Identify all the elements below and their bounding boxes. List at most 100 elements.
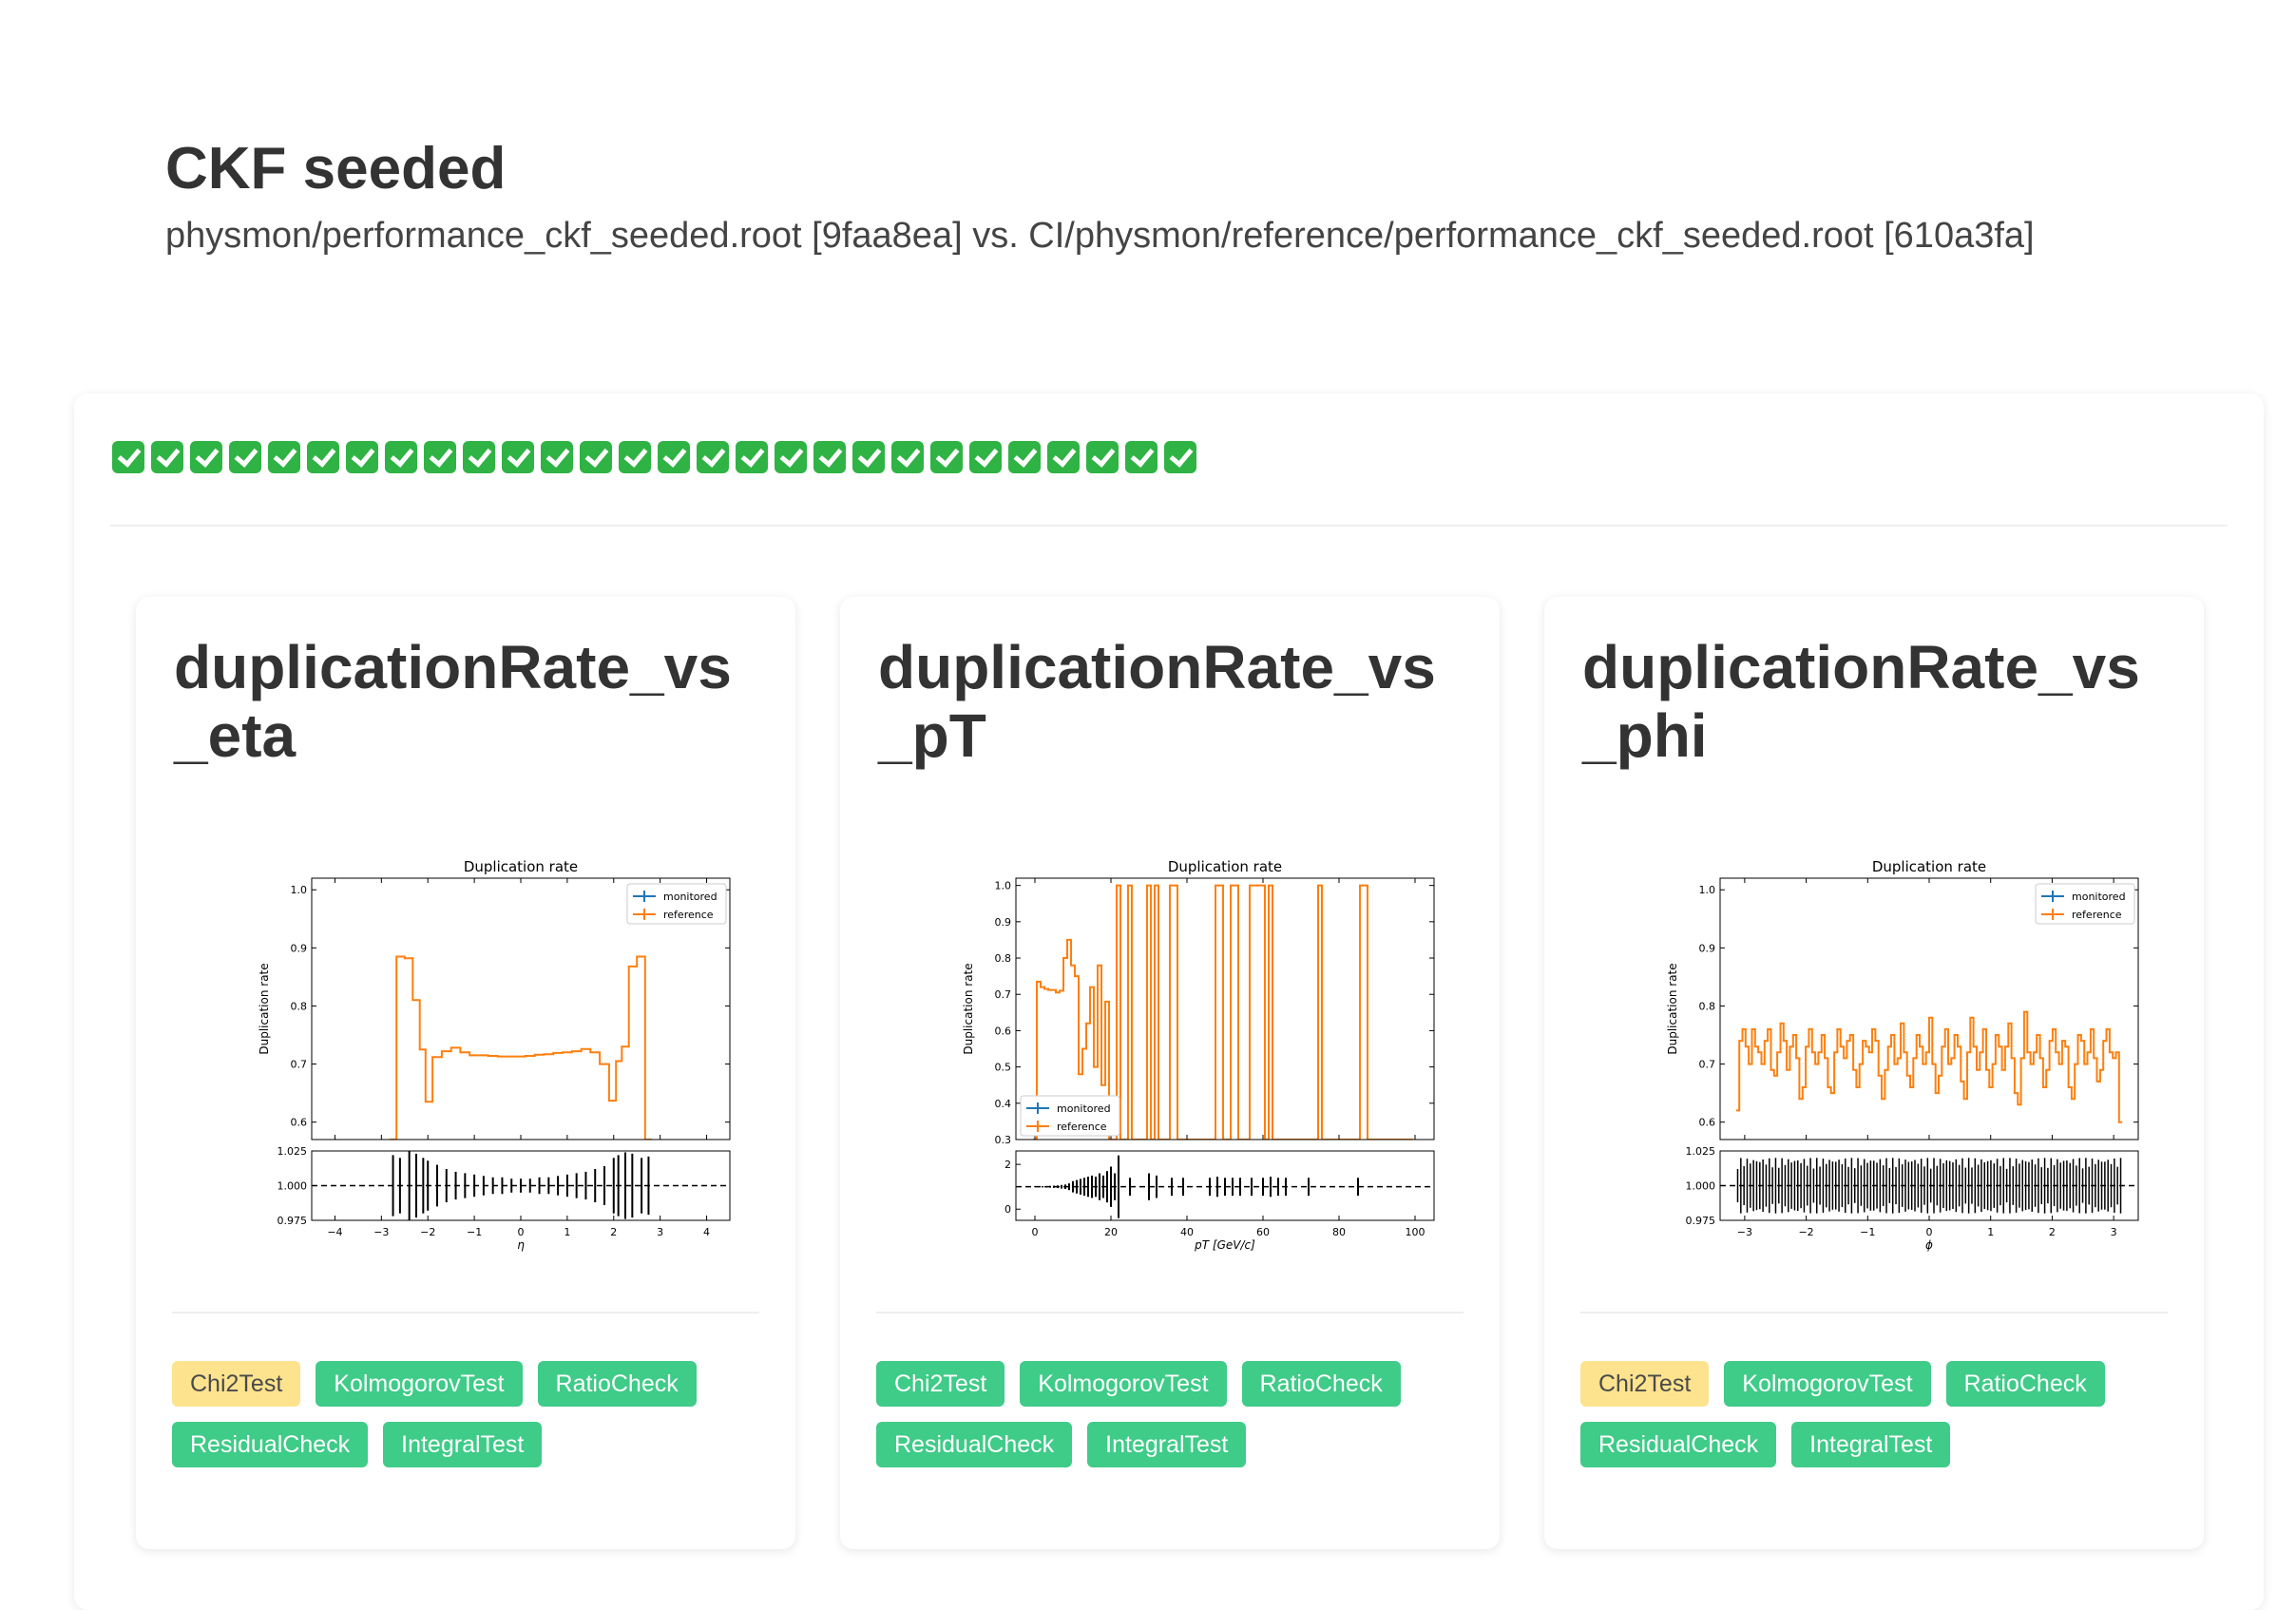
plot-card-pt: duplicationRate_vs_pT Duplication rate Du… [840,597,1500,1549]
legend-label: reference [2072,909,2122,921]
check-mark-button-icon [619,441,651,473]
x-axis-label: η [517,1238,525,1252]
ratio-frame [1015,1150,1435,1221]
y-tick-label: 1.0 [995,880,1012,892]
y-tick-label: 0.5 [995,1062,1012,1074]
x-tick-label: 0 [1926,1226,1933,1238]
check-mark-button-icon [852,441,885,473]
x-tick-label: −4 [327,1226,342,1238]
y-tick-label: 0.9 [291,942,308,954]
chart-svg: Duplication rate Duplication rate ϕ 0.6 0.7 0… [1666,858,2139,1252]
x-tick-label: 2 [610,1226,617,1238]
y-tick-label: 0.7 [1699,1059,1716,1071]
y-tick-label: 0.9 [1699,942,1716,954]
check-mark-button-icon [268,441,300,473]
check-mark-button-icon [813,441,846,473]
check-mark-button-icon [190,441,222,473]
tag-integraltest[interactable]: IntegralTest [1087,1422,1247,1467]
chart-svg: Duplication rate Duplication rate η 0.6 0.7 0… [258,858,731,1252]
tag-chi2test[interactable]: Chi2Test [172,1361,301,1407]
tag-residualcheck[interactable]: ResidualCheck [1580,1422,1777,1467]
chart-svg: Duplication rate Duplication rate pT [GeV/… [962,858,1435,1252]
reference-line [389,955,653,1140]
card-divider [172,1312,759,1313]
reference-series [1735,1010,2123,1123]
y-tick-label: 0.3 [995,1134,1012,1146]
check-mark-button-icon [346,441,378,473]
card-divider [1580,1312,2168,1313]
ratio-tick-label: 1.025 [1686,1145,1716,1158]
x-tick-label: −1 [467,1226,482,1238]
status-check-row [112,441,1196,473]
chart-title: Duplication rate [464,858,578,875]
check-mark-button-icon [697,441,729,473]
tag-chi2test[interactable]: Chi2Test [876,1361,1005,1407]
x-tick-label: −3 [1737,1226,1752,1238]
x-tick-label: 1 [1987,1226,1994,1238]
tag-ratiocheck[interactable]: RatioCheck [1241,1361,1401,1407]
test-tags: Chi2Test KolmogorovTest RatioCheck Resid… [1580,1361,2179,1467]
chart-title: Duplication rate [1872,858,1986,875]
y-tick-label: 1.0 [291,884,308,896]
ratio-tick-label: 1.000 [1686,1180,1716,1193]
card-title: duplicationRate_vs_eta [174,633,732,770]
x-tick-label: −2 [1798,1226,1813,1238]
y-tick-label: 0.9 [995,916,1012,929]
x-tick-label: 40 [1180,1226,1194,1238]
card-title: duplicationRate_vs_phi [1582,633,2140,770]
page-subtitle: physmon/performance_ckf_seeded.root [9fa… [165,216,2035,256]
tag-ratiocheck[interactable]: RatioCheck [1945,1361,2105,1407]
chart-title: Duplication rate [1168,858,1282,875]
x-tick-label: −2 [420,1226,435,1238]
x-tick-label: 3 [2111,1226,2117,1238]
y-tick-label: 0.6 [1699,1117,1716,1129]
plot-frame [1015,877,1435,1140]
check-mark-button-icon [151,441,183,473]
reference-series [389,955,653,1140]
y-tick-label: 0.4 [995,1098,1012,1110]
divider [110,525,2228,527]
y-tick-label: 0.6 [291,1117,308,1129]
check-mark-button-icon [658,441,690,473]
y-tick-label: 0.6 [995,1025,1012,1037]
check-mark-button-icon [580,441,612,473]
tag-chi2test[interactable]: Chi2Test [1580,1361,1710,1407]
y-tick-label: 0.8 [1699,1000,1716,1012]
ratio-errors [1034,1155,1359,1218]
x-tick-label: 60 [1256,1226,1270,1238]
x-tick-label: 100 [1406,1226,1425,1238]
check-mark-button-icon [1164,441,1196,473]
reference-line [1735,1010,2123,1123]
tag-integraltest[interactable]: IntegralTest [383,1422,543,1467]
tag-kolmogorovtest[interactable]: KolmogorovTest [1724,1361,1931,1407]
x-axis-label: pT [GeV/c] [1194,1238,1255,1252]
page-title: CKF seeded [165,136,507,201]
y-tick-label: 0.7 [995,988,1012,1001]
card-divider [876,1312,1464,1313]
check-mark-button-icon [1008,441,1041,473]
check-mark-button-icon [1047,441,1080,473]
legend-label: monitored [1057,1102,1111,1115]
tag-ratiocheck[interactable]: RatioCheck [537,1361,697,1407]
tag-kolmogorovtest[interactable]: KolmogorovTest [1020,1361,1227,1407]
legend-label: monitored [2072,891,2126,903]
check-mark-button-icon [775,441,807,473]
x-tick-label: 0 [518,1226,525,1238]
legend-label: monitored [663,891,718,903]
x-tick-label: 20 [1104,1226,1118,1238]
ratio-tick-label: 1.000 [277,1180,308,1193]
legend-label: reference [663,909,714,921]
legend: monitored reference [2035,883,2135,925]
check-mark-button-icon [463,441,495,473]
check-mark-button-icon [891,441,924,473]
tag-integraltest[interactable]: IntegralTest [1791,1422,1951,1467]
x-tick-label: 2 [2049,1226,2056,1238]
y-axis-label: Duplication rate [258,963,271,1054]
tag-residualcheck[interactable]: ResidualCheck [876,1422,1073,1467]
card-title: duplicationRate_vs_pT [878,633,1436,770]
tag-kolmogorovtest[interactable]: KolmogorovTest [316,1361,523,1407]
y-tick-label: 0.7 [291,1059,308,1071]
check-mark-button-icon [307,441,339,473]
tag-residualcheck[interactable]: ResidualCheck [172,1422,369,1467]
x-tick-label: −3 [373,1226,389,1238]
